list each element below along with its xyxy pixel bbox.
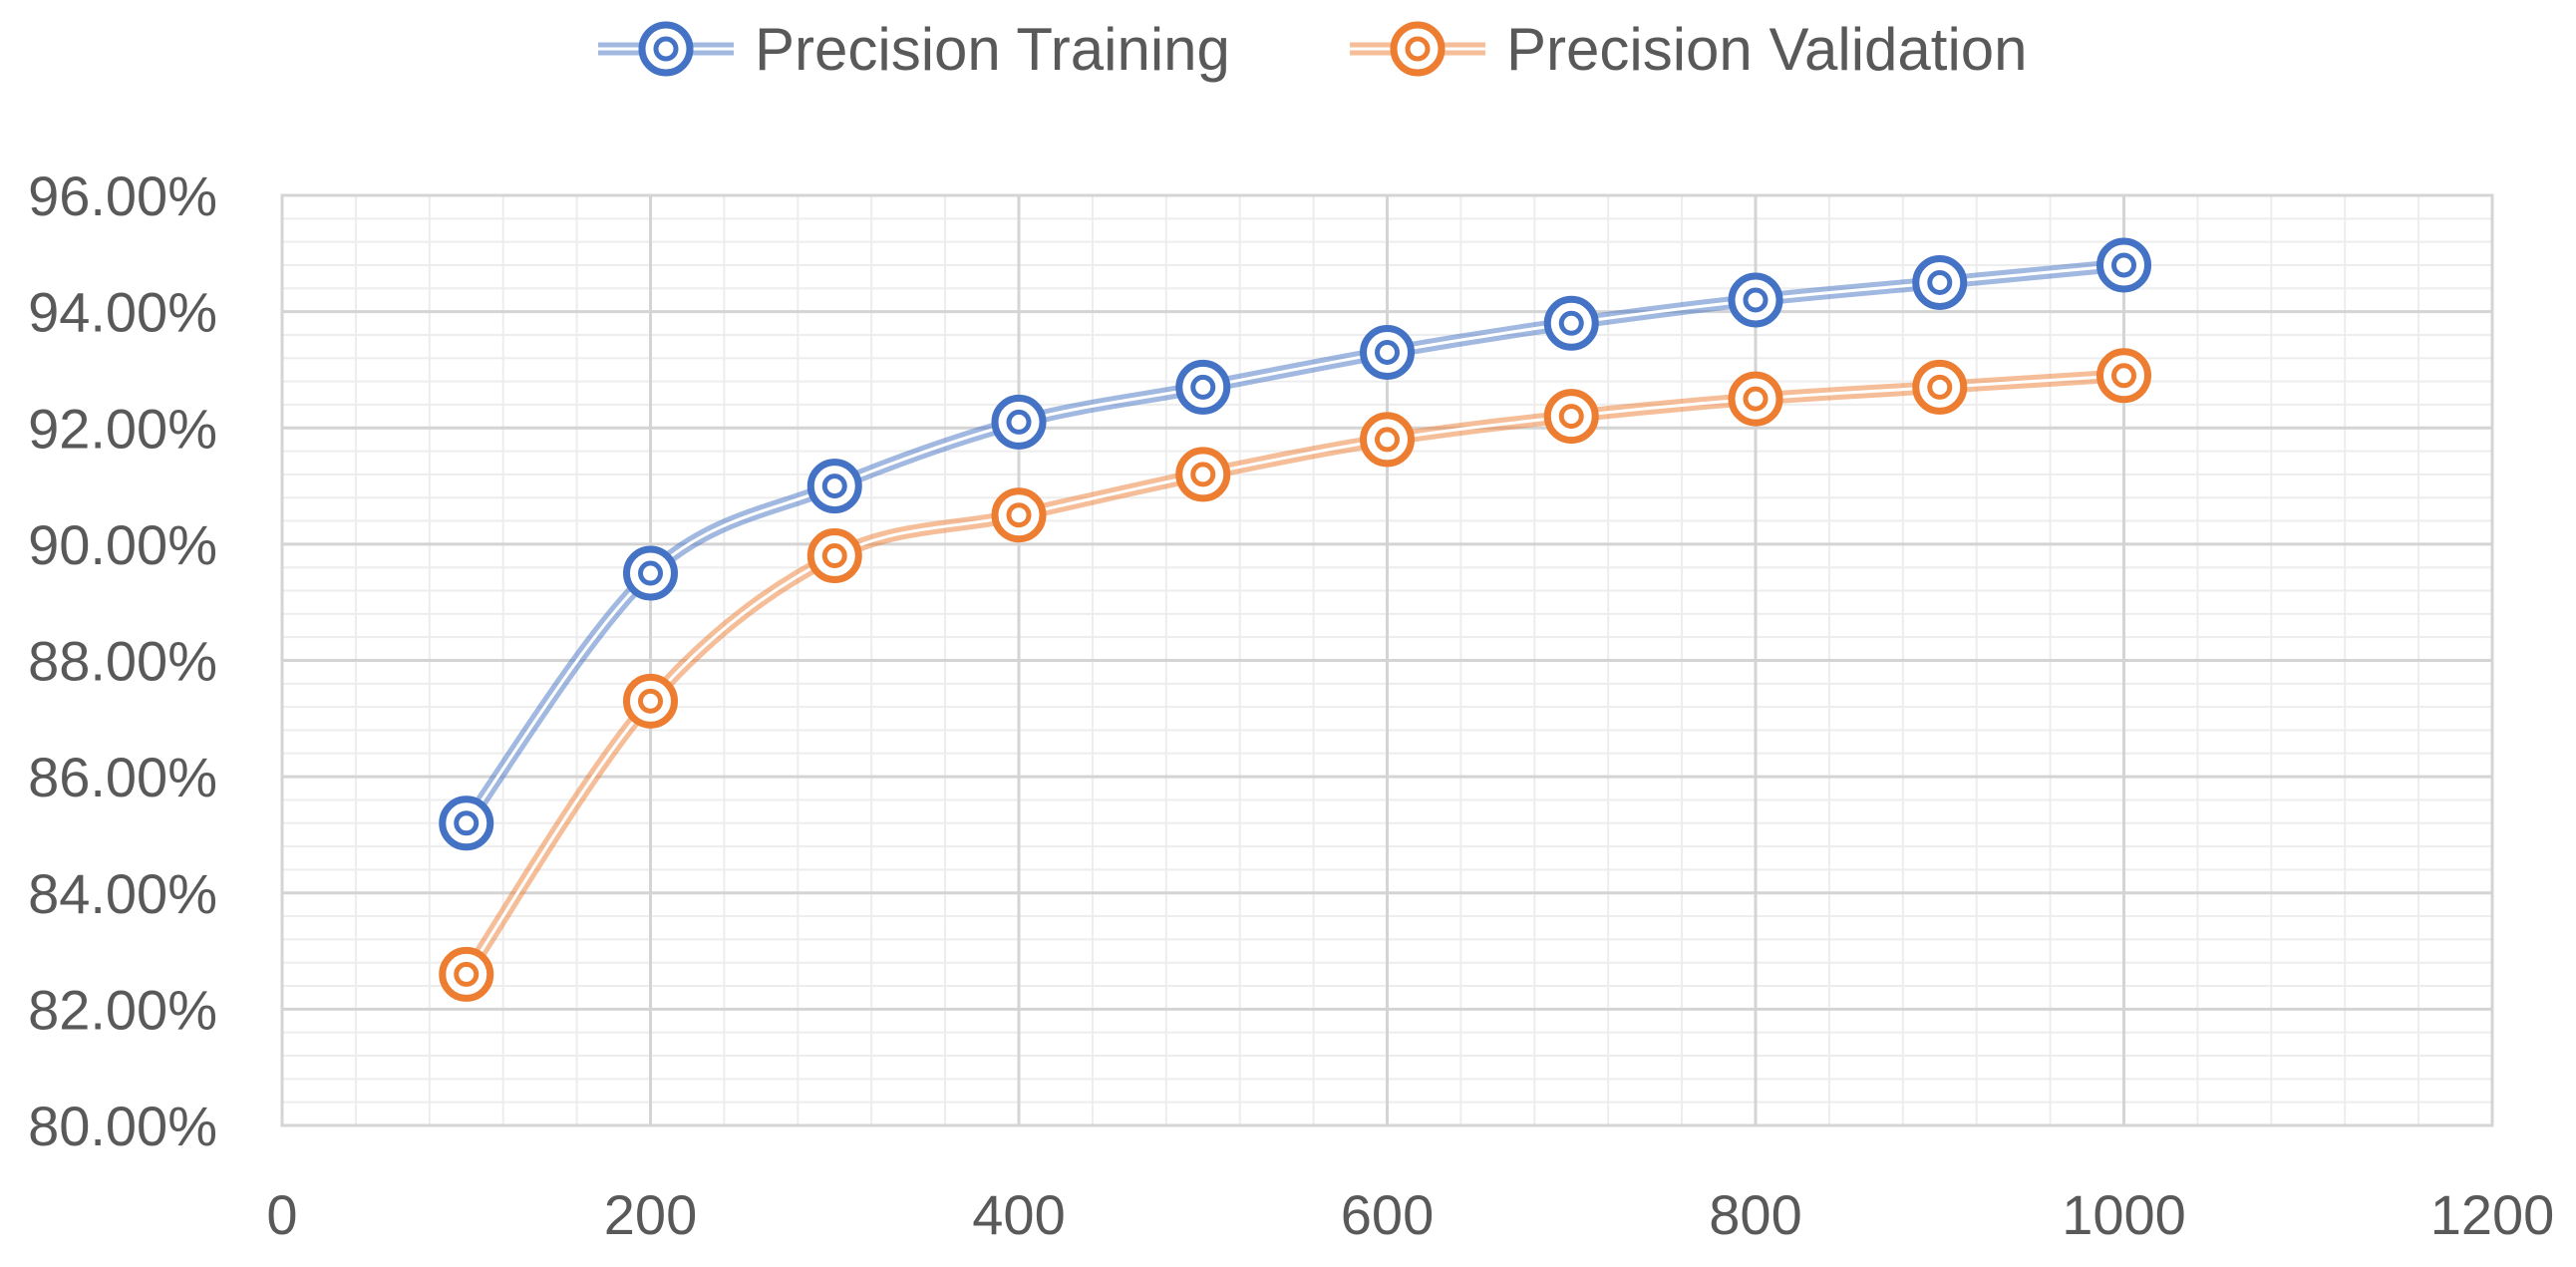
- series-validation-point: [991, 487, 1047, 543]
- series-training-point: [1543, 295, 1599, 351]
- x-tick-label: 200: [604, 1183, 697, 1246]
- legend-label: Precision Training: [755, 16, 1230, 83]
- x-tick-label: 0: [266, 1183, 297, 1246]
- y-tick-label: 82.00%: [28, 978, 217, 1041]
- series-training-point: [1175, 359, 1231, 415]
- series-layer: [439, 237, 2151, 1002]
- y-tick-label: 80.00%: [28, 1095, 217, 1157]
- series-validation-point: [806, 528, 862, 584]
- plot-area-frame: [280, 193, 2494, 1127]
- series-validation-point: [1912, 359, 1968, 415]
- y-tick-label: 94.00%: [28, 281, 217, 344]
- legend-label: Precision Validation: [1506, 16, 2028, 83]
- x-tick-label: 1000: [2062, 1183, 2186, 1246]
- y-axis-tick-labels: 80.00% 82.00% 84.00% 86.00% 88.00% 90.00% 92.0…: [28, 164, 217, 1157]
- x-tick-label: 1200: [2430, 1183, 2555, 1246]
- x-tick-label: 400: [972, 1183, 1065, 1246]
- series-validation-line-core: [465, 374, 2125, 976]
- x-tick-label: 600: [1341, 1183, 1434, 1246]
- series-training-point: [1360, 324, 1415, 380]
- series-validation: [439, 348, 2151, 1002]
- legend-item: Precision Validation: [1350, 16, 2028, 83]
- series-validation-point: [1728, 371, 1783, 427]
- y-tick-label: 92.00%: [28, 397, 217, 460]
- series-validation-point: [623, 673, 678, 729]
- legend: Precision Training Precision Validation: [598, 16, 2028, 83]
- x-tick-label: 800: [1709, 1183, 1801, 1246]
- series-training-point: [1728, 272, 1783, 328]
- series-training-point: [623, 545, 678, 601]
- series-validation-point: [1543, 389, 1599, 445]
- y-tick-label: 90.00%: [28, 513, 217, 576]
- series-training-point: [991, 394, 1047, 450]
- series-validation-point: [1175, 447, 1231, 502]
- y-tick-label: 84.00%: [28, 862, 217, 925]
- series-validation-point: [2096, 348, 2151, 404]
- series-training: [439, 237, 2151, 851]
- legend-item: Precision Training: [598, 16, 1230, 83]
- y-tick-label: 96.00%: [28, 164, 217, 227]
- series-validation-line: [460, 369, 2130, 981]
- series-training-point: [2096, 237, 2151, 293]
- plot-area-border: [280, 193, 2494, 1127]
- series-training-point: [439, 795, 494, 851]
- series-training-line-core: [465, 263, 2125, 825]
- series-validation-point: [439, 946, 494, 1002]
- series-validation-point: [1360, 412, 1415, 468]
- series-training-point: [806, 459, 862, 514]
- x-axis-tick-labels: 0 200 400 600 800 1000 1200: [266, 1183, 2554, 1246]
- series-training-point: [1912, 254, 1968, 310]
- y-tick-label: 86.00%: [28, 746, 217, 808]
- legend-swatch-marker: [1390, 21, 1446, 77]
- legend-swatch-marker: [638, 21, 694, 77]
- y-tick-label: 88.00%: [28, 630, 217, 693]
